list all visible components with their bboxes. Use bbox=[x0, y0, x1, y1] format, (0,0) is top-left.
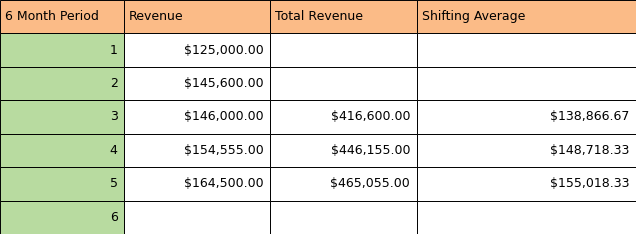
Bar bbox=[417, 67, 636, 100]
Text: 6 Month Period: 6 Month Period bbox=[5, 10, 99, 23]
Text: $446,155.00: $446,155.00 bbox=[331, 144, 410, 157]
Text: Shifting Average: Shifting Average bbox=[422, 10, 525, 23]
Bar bbox=[124, 134, 270, 167]
Bar bbox=[417, 134, 636, 167]
Bar bbox=[0, 201, 124, 234]
Bar bbox=[270, 67, 417, 100]
Text: 5: 5 bbox=[109, 177, 118, 190]
Text: $465,055.00: $465,055.00 bbox=[331, 177, 410, 190]
Bar bbox=[124, 167, 270, 201]
Bar bbox=[270, 0, 417, 33]
Bar bbox=[0, 67, 124, 100]
Bar bbox=[417, 201, 636, 234]
Bar bbox=[417, 100, 636, 134]
Text: $145,600.00: $145,600.00 bbox=[184, 77, 264, 90]
Text: Revenue: Revenue bbox=[129, 10, 184, 23]
Text: $125,000.00: $125,000.00 bbox=[184, 44, 264, 57]
Bar bbox=[0, 167, 124, 201]
Bar bbox=[0, 134, 124, 167]
Bar bbox=[417, 0, 636, 33]
Bar bbox=[270, 134, 417, 167]
Text: 4: 4 bbox=[110, 144, 118, 157]
Bar bbox=[124, 201, 270, 234]
Bar bbox=[0, 100, 124, 134]
Bar bbox=[270, 167, 417, 201]
Text: $138,866.67: $138,866.67 bbox=[550, 110, 630, 124]
Bar bbox=[124, 33, 270, 67]
Text: $416,600.00: $416,600.00 bbox=[331, 110, 410, 124]
Bar bbox=[0, 33, 124, 67]
Bar bbox=[417, 167, 636, 201]
Bar bbox=[270, 100, 417, 134]
Text: $154,555.00: $154,555.00 bbox=[184, 144, 264, 157]
Bar bbox=[124, 67, 270, 100]
Text: $164,500.00: $164,500.00 bbox=[184, 177, 264, 190]
Bar bbox=[270, 201, 417, 234]
Bar bbox=[124, 100, 270, 134]
Bar bbox=[0, 0, 124, 33]
Bar bbox=[270, 33, 417, 67]
Bar bbox=[417, 33, 636, 67]
Text: $146,000.00: $146,000.00 bbox=[184, 110, 264, 124]
Bar bbox=[124, 0, 270, 33]
Text: 6: 6 bbox=[110, 211, 118, 224]
Text: 1: 1 bbox=[110, 44, 118, 57]
Text: 2: 2 bbox=[110, 77, 118, 90]
Text: $155,018.33: $155,018.33 bbox=[550, 177, 630, 190]
Text: Total Revenue: Total Revenue bbox=[275, 10, 363, 23]
Text: 3: 3 bbox=[110, 110, 118, 124]
Text: $148,718.33: $148,718.33 bbox=[550, 144, 630, 157]
